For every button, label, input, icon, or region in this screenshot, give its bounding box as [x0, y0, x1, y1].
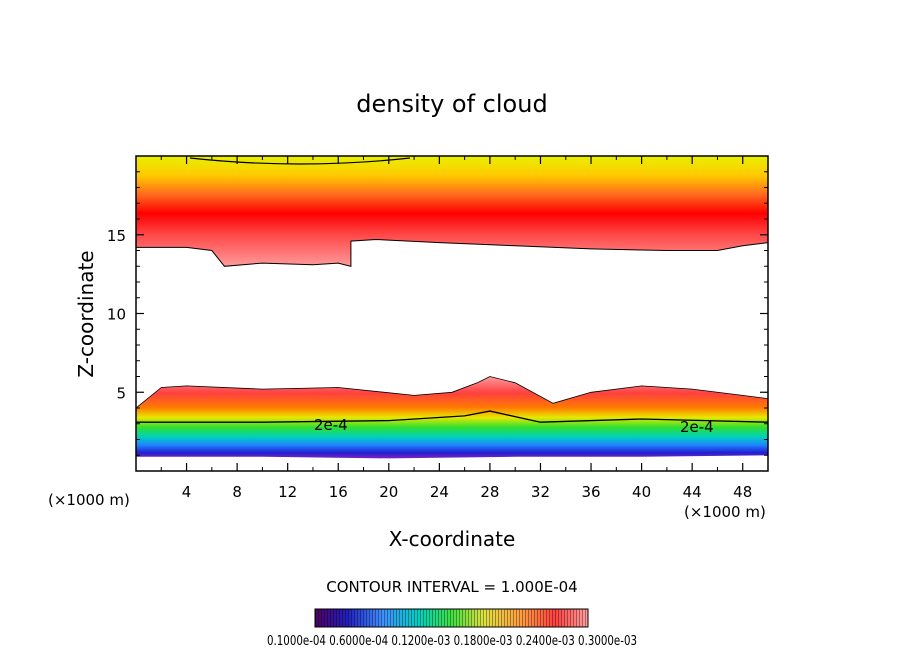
x-tick-label: 16 [329, 483, 348, 501]
colorbar-tick-labels: 0.1000e-04 0.6000e-04 0.1200e-03 0.1800e… [267, 634, 637, 649]
x-tick-label: 4 [182, 483, 192, 501]
x-tick-label: 40 [632, 483, 651, 501]
lower-layer-top-contour [136, 376, 768, 409]
contour-label-left: 2e-4 [314, 416, 348, 434]
upper-cloud-layer [136, 156, 768, 267]
lower-cloud-layer [136, 376, 768, 459]
contour-label-right: 2e-4 [680, 418, 714, 436]
upper-layer-top-contour [189, 157, 411, 165]
y-tick-label: 10 [107, 306, 126, 324]
x-tick-label: 24 [430, 483, 449, 501]
y-tick-label: 15 [107, 227, 126, 245]
x-unit-label-left: (×1000 m) [48, 491, 130, 509]
chart-title: density of cloud [356, 90, 547, 118]
x-tick-label: 28 [480, 483, 499, 501]
plot-area [136, 156, 768, 459]
x-axis-label: X-coordinate [389, 527, 516, 551]
y-tick-label: 5 [116, 384, 126, 402]
contour-line-2e-4 [136, 410, 768, 423]
x-tick-label: 48 [733, 483, 752, 501]
y-axis-ticks: 5 10 15 [107, 171, 768, 456]
colorbar-divisions [315, 609, 588, 627]
x-tick-label: 44 [683, 483, 702, 501]
x-tick-label: 36 [581, 483, 600, 501]
contour-interval-text: CONTOUR INTERVAL = 1.000E-04 [326, 578, 577, 596]
x-tick-label: 12 [278, 483, 297, 501]
x-tick-label: 32 [531, 483, 550, 501]
x-unit-label-right: (×1000 m) [684, 503, 766, 521]
x-axis-ticks: 4 8 12 16 20 24 28 32 36 40 44 48 [160, 156, 752, 501]
y-axis-label: Z-coordinate [74, 250, 98, 377]
x-tick-label: 20 [379, 483, 398, 501]
x-tick-label: 8 [232, 483, 242, 501]
